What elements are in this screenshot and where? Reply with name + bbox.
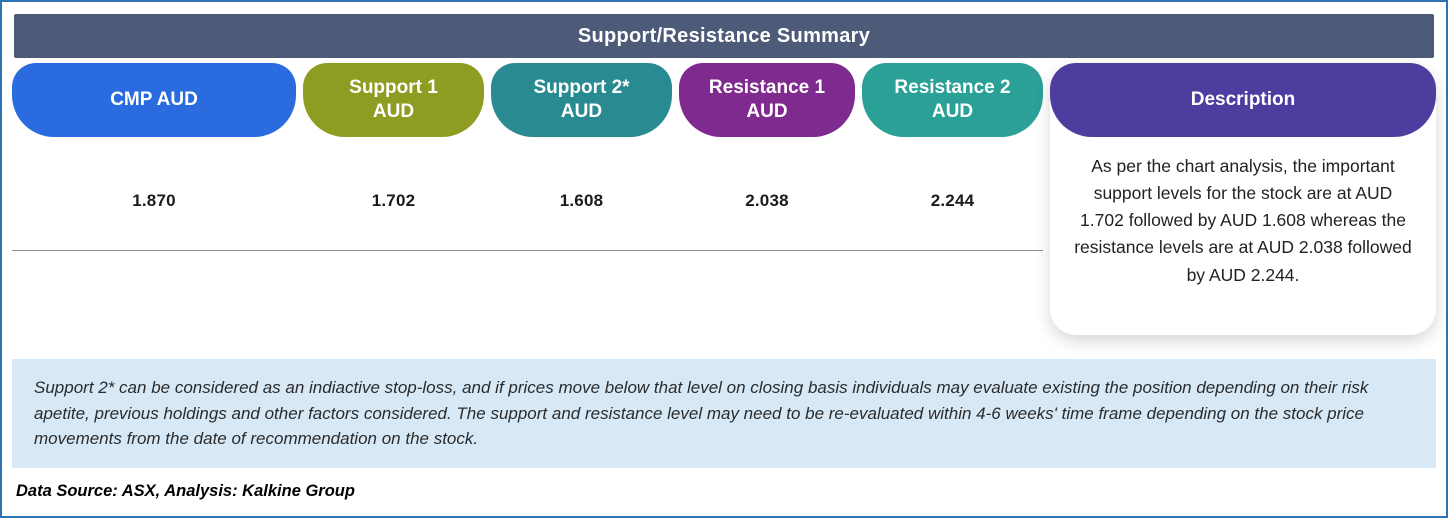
value-resistance1: 2.038 xyxy=(745,190,789,210)
description-text: As per the chart analysis, the important… xyxy=(1074,156,1412,285)
footnote-text: Support 2* can be considered as an india… xyxy=(34,378,1369,448)
row-divider xyxy=(12,250,1043,251)
column-header-resistance1-unit: AUD xyxy=(746,101,788,122)
column-header-resistance2-unit: AUD xyxy=(931,101,974,122)
value-cmp: 1.870 xyxy=(132,190,176,210)
column-header-support2: Support 2* AUD xyxy=(491,63,672,137)
column-header-support1: Support 1 AUD xyxy=(303,63,484,137)
column-header-support2-unit: AUD xyxy=(560,101,603,122)
column-header-resistance1-label: Resistance 1 xyxy=(708,77,826,99)
table-title-bar: Support/Resistance Summary xyxy=(14,14,1434,58)
column-header-support2-label: Support 2* xyxy=(533,77,630,99)
value-support2: 1.608 xyxy=(559,190,604,210)
column-header-support1-label: Support 1 xyxy=(349,77,438,99)
data-source-line: Data Source: ASX, Analysis: Kalkine Grou… xyxy=(16,481,355,500)
table-title: Support/Resistance Summary xyxy=(577,24,871,47)
column-header-cmp-label: CMP AUD xyxy=(110,89,198,111)
column-header-description: Description xyxy=(1050,63,1436,137)
column-header-description-label: Description xyxy=(1190,89,1296,111)
column-header-resistance2-label: Resistance 2 xyxy=(894,77,1011,99)
value-resistance2: 2.244 xyxy=(930,190,975,210)
column-header-resistance2: Resistance 2 AUD xyxy=(862,63,1043,137)
value-support1: 1.702 xyxy=(371,190,416,210)
column-header-resistance1: Resistance 1 AUD xyxy=(679,63,855,137)
footnote-box: Support 2* can be considered as an india… xyxy=(12,359,1436,468)
column-header-support1-unit: AUD xyxy=(372,101,415,122)
column-header-cmp: CMP AUD xyxy=(12,63,296,137)
support-resistance-table: CMP AUD Support 1 AUD Support 2* AUD Res… xyxy=(12,63,1436,335)
description-card: Description As per the chart analysis, t… xyxy=(1050,63,1436,335)
